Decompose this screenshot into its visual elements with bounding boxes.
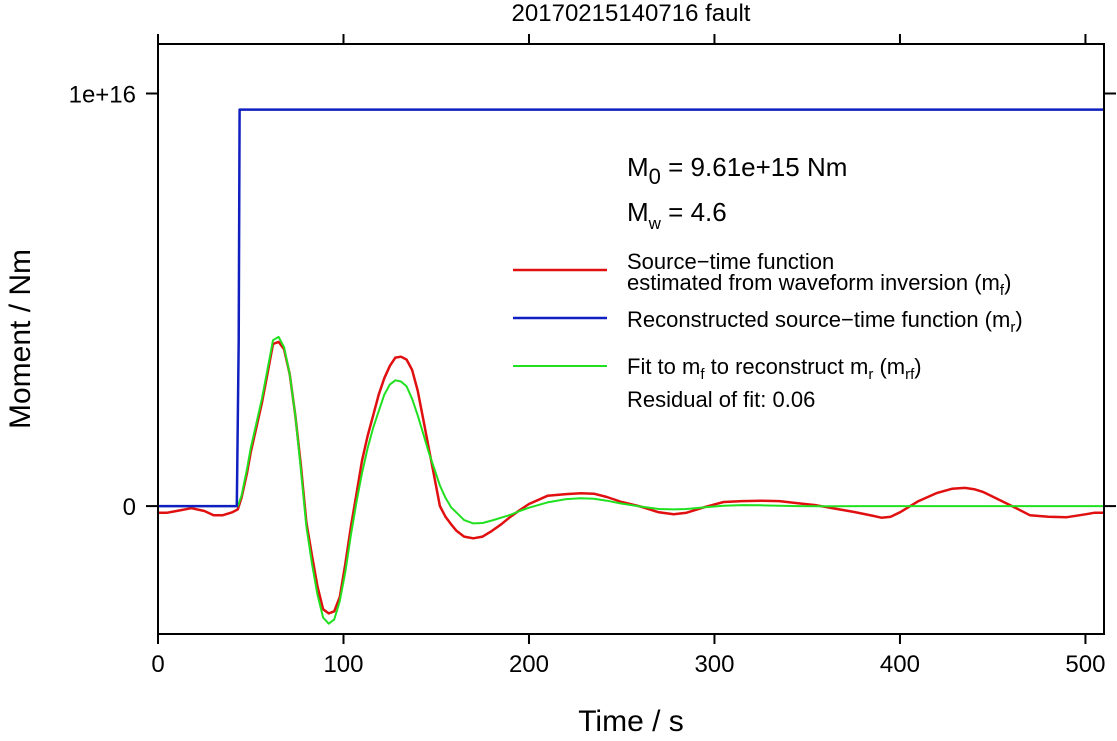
legend-blue-close: ) xyxy=(1015,307,1022,332)
legend-green-sub-rf: rf xyxy=(905,366,915,383)
m0-prefix: M xyxy=(627,152,649,182)
residual-annotation: Residual of fit: 0.06 xyxy=(627,387,815,412)
legend-green-a: Fit to m xyxy=(627,354,700,379)
x-tick-label: 200 xyxy=(509,651,549,678)
x-tick-label: 0 xyxy=(151,651,164,678)
series-red-estimated-stf xyxy=(158,340,1104,615)
legend: Source−time function estimated from wave… xyxy=(513,249,1023,412)
series-layer xyxy=(158,108,1104,625)
legend-red-sub: f xyxy=(1000,282,1005,299)
ticks-layer: 0 100 200 300 400 500 0 1e+16 xyxy=(69,34,1116,678)
series-blue-reconstructed-stf xyxy=(158,108,1104,508)
y-axis-title: Moment / Nm xyxy=(4,249,37,429)
y-tick-label: 1e+16 xyxy=(69,82,136,109)
legend-red-line2-text: estimated from waveform inversion (m xyxy=(627,270,1000,295)
m0-annotation: M0 = 9.61e+15 Nm xyxy=(627,152,847,189)
y-tick-label: 0 xyxy=(123,494,136,521)
x-tick-label: 400 xyxy=(880,651,920,678)
legend-blue-text: Reconstructed source−time function (mr) xyxy=(627,307,1023,336)
legend-blue-sub: r xyxy=(1010,319,1015,336)
x-tick-label: 500 xyxy=(1065,651,1105,678)
legend-green-d: ) xyxy=(914,354,921,379)
mw-prefix: M xyxy=(627,197,649,227)
legend-green-sub-f: f xyxy=(700,366,705,383)
legend-green-text: Fit to mf to reconstruct mr (mrf) xyxy=(627,354,922,383)
x-tick-label: 100 xyxy=(323,651,363,678)
series-green-fit xyxy=(158,335,1104,625)
chart-title: 20170215140716 fault xyxy=(512,0,751,27)
mw-subscript: w xyxy=(648,214,662,233)
legend-green-b: to reconstruct m xyxy=(705,354,869,379)
legend-red-close: ) xyxy=(1004,270,1011,295)
legend-blue-main: Reconstructed source−time function (m xyxy=(627,307,1010,332)
m0-subscript: 0 xyxy=(649,164,661,189)
mw-annotation: Mw = 4.6 xyxy=(627,197,727,233)
x-axis-title: Time / s xyxy=(578,705,684,736)
m0-value: = 9.61e+15 Nm xyxy=(661,152,847,182)
legend-red-line2: estimated from waveform inversion (mf) xyxy=(627,270,1011,299)
legend-red-line1: Source−time function xyxy=(627,249,834,274)
plot-frame xyxy=(157,43,1105,635)
legend-green-c: (m xyxy=(873,354,905,379)
mw-value: = 4.6 xyxy=(661,197,727,227)
legend-green-sub-r: r xyxy=(868,366,873,383)
x-tick-label: 300 xyxy=(694,651,734,678)
